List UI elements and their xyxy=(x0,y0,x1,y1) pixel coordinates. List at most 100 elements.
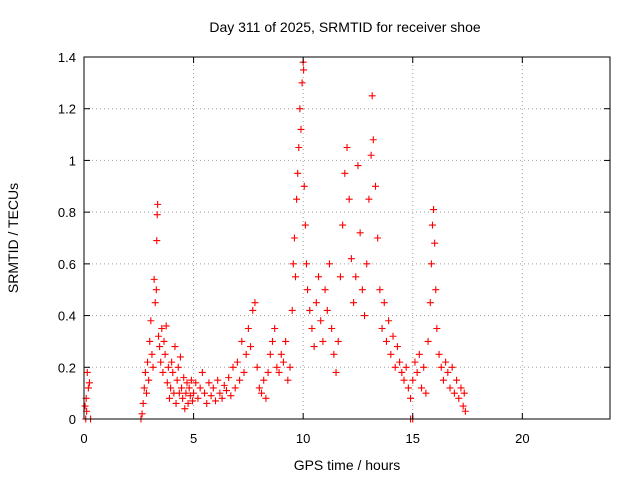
data-point xyxy=(363,260,371,268)
data-point xyxy=(141,368,149,376)
data-point xyxy=(343,144,351,151)
data-point xyxy=(145,376,153,384)
y-axis-label: SRMTID / TECUs xyxy=(5,183,21,293)
data-point xyxy=(310,343,318,351)
data-point xyxy=(453,376,461,384)
data-point xyxy=(302,260,310,268)
data-point xyxy=(201,389,209,397)
chart-title: Day 311 of 2025, SRMTID for receiver sho… xyxy=(209,19,481,35)
x-axis-label: GPS time / hours xyxy=(294,457,401,473)
x-tick-label: 5 xyxy=(190,431,197,446)
data-point xyxy=(264,368,272,376)
data-point xyxy=(273,363,281,371)
data-point xyxy=(294,169,302,177)
data-point xyxy=(159,368,167,376)
data-point xyxy=(290,234,298,242)
data-point xyxy=(153,211,161,219)
data-point xyxy=(427,260,435,268)
data-point xyxy=(455,394,463,402)
data-point xyxy=(393,343,401,351)
data-point xyxy=(271,325,279,332)
data-point xyxy=(459,402,467,410)
data-point xyxy=(180,374,188,382)
y-tick-label: 0.6 xyxy=(58,257,76,272)
data-point xyxy=(332,368,340,376)
data-point xyxy=(442,358,450,366)
data-point xyxy=(418,384,426,392)
data-point xyxy=(144,358,152,366)
data-point xyxy=(244,325,252,332)
data-point xyxy=(319,337,327,345)
data-point xyxy=(426,299,434,307)
data-point xyxy=(184,399,192,407)
data-point xyxy=(238,337,246,345)
data-point xyxy=(315,273,323,281)
data-point xyxy=(242,350,250,358)
data-point xyxy=(350,299,358,307)
data-point xyxy=(258,389,266,397)
data-point xyxy=(385,317,393,325)
data-point xyxy=(212,397,219,405)
data-point xyxy=(312,299,320,307)
y-tick-label: 1.4 xyxy=(58,50,76,65)
data-point xyxy=(321,286,329,294)
data-point xyxy=(297,125,305,133)
y-tick-label: 0.2 xyxy=(58,360,76,375)
data-point xyxy=(249,306,257,314)
data-point xyxy=(306,306,314,314)
data-point xyxy=(225,374,233,382)
data-point xyxy=(207,392,215,400)
plot-frame xyxy=(83,56,611,420)
data-point xyxy=(424,337,432,345)
data-point xyxy=(179,394,187,402)
data-point xyxy=(295,144,303,151)
data-point xyxy=(233,358,241,366)
data-point xyxy=(168,358,176,366)
data-point xyxy=(181,405,189,413)
data-point xyxy=(162,322,170,330)
data-point xyxy=(205,379,213,387)
y-tick-label: 1 xyxy=(69,153,76,168)
data-point xyxy=(240,368,248,376)
data-point xyxy=(288,306,296,314)
data-point xyxy=(157,358,165,366)
data-point xyxy=(431,239,439,247)
data-point xyxy=(358,286,366,294)
data-point xyxy=(301,221,309,229)
data-point xyxy=(376,286,384,294)
data-point xyxy=(152,286,160,294)
data-point xyxy=(356,229,364,237)
data-point xyxy=(354,162,362,170)
data-point xyxy=(325,260,333,268)
data-point xyxy=(190,389,198,397)
data-points xyxy=(81,58,469,423)
data-point xyxy=(183,379,191,387)
data-point xyxy=(461,407,469,415)
data-point xyxy=(140,384,148,392)
data-point xyxy=(175,389,183,397)
data-point xyxy=(178,384,186,392)
data-point xyxy=(279,358,287,366)
data-point xyxy=(430,206,438,214)
data-point xyxy=(435,350,443,358)
data-point xyxy=(253,363,261,371)
data-point xyxy=(369,136,377,144)
data-point xyxy=(148,350,156,358)
data-point xyxy=(300,182,308,190)
data-point xyxy=(149,363,157,371)
data-point xyxy=(317,317,325,325)
data-point xyxy=(330,350,338,358)
data-point xyxy=(154,200,162,208)
data-point xyxy=(142,389,150,397)
data-point xyxy=(169,368,177,376)
data-point xyxy=(334,337,342,345)
data-point xyxy=(415,350,423,358)
data-point xyxy=(396,358,404,366)
data-point xyxy=(341,169,349,177)
data-point xyxy=(203,399,211,407)
data-point xyxy=(138,410,146,418)
x-tick-label: 10 xyxy=(296,431,310,446)
x-tick-label: 15 xyxy=(406,431,420,446)
data-point xyxy=(420,363,428,371)
